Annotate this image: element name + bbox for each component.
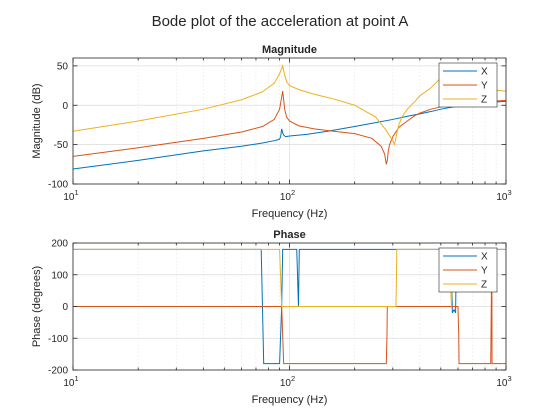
magnitude-x-tick-label: 103 (496, 188, 511, 203)
phase-x-tick-exponent: 3 (507, 374, 511, 383)
magnitude-y-tick-label: -100 (48, 180, 68, 191)
magnitude-series-y-line (73, 90, 506, 165)
magnitude-x-tick-label: 102 (280, 188, 295, 203)
phase-ticks (72, 242, 507, 371)
phase-legend-label-x: X (481, 252, 488, 263)
magnitude-x-axis-label: Frequency (Hz) (252, 208, 328, 220)
magnitude-legend-label-y: Y (481, 81, 488, 92)
phase-x-axis-label: Frequency (Hz) (252, 394, 328, 406)
phase-x-tick-label: 103 (496, 374, 511, 389)
magnitude-series-z-line (73, 64, 506, 147)
magnitude-y-axis-label: Magnitude (dB) (31, 83, 43, 158)
phase-y-tick-label: -100 (48, 334, 68, 345)
magnitude-x-tick-exponent: 3 (507, 188, 511, 197)
phase-x-tick-label: 102 (280, 374, 295, 389)
phase-y-tick-label: -200 (48, 366, 68, 377)
phase-x-tick-base: 10 (280, 378, 292, 389)
phase-legend-label-y: Y (481, 266, 488, 277)
magnitude-y-tick-label: 0 (62, 101, 68, 112)
magnitude-x-tick-exponent: 1 (74, 188, 78, 197)
magnitude-x-tick-label: 101 (63, 188, 78, 203)
phase-x-tick-base: 10 (496, 378, 508, 389)
magnitude-y-tick-label: -50 (54, 140, 69, 151)
magnitude-x-tick-base: 10 (280, 192, 292, 203)
magnitude-legend: XYZ (438, 62, 498, 108)
phase-y-axis-label: Phase (degrees) (31, 266, 43, 347)
phase-x-tick-exponent: 1 (74, 374, 78, 383)
phase-y-tick-label: 200 (51, 239, 68, 250)
magnitude-series-group (73, 64, 506, 170)
magnitude-y-tick-label: 50 (57, 61, 69, 72)
magnitude-series-x-line (73, 100, 506, 170)
magnitude-legend-label-x: X (481, 67, 488, 78)
phase-y-tick-label: 100 (51, 270, 68, 281)
magnitude-title: Magnitude (262, 44, 317, 56)
magnitude-x-tick-base: 10 (496, 192, 508, 203)
phase-legend-label-z: Z (481, 280, 487, 291)
phase-x-tick-base: 10 (63, 378, 75, 389)
phase-title: Phase (273, 229, 305, 241)
figure-title: Bode plot of the acceleration at point A (152, 13, 409, 30)
phase-x-tick-exponent: 2 (291, 374, 295, 383)
magnitude-x-tick-base: 10 (63, 192, 75, 203)
phase-legend: XYZ (438, 247, 498, 293)
magnitude-ticks (72, 58, 507, 185)
phase-y-tick-label: 0 (62, 302, 68, 313)
phase-x-tick-label: 101 (63, 374, 78, 389)
magnitude-legend-label-z: Z (481, 95, 487, 106)
magnitude-x-tick-exponent: 2 (291, 188, 295, 197)
